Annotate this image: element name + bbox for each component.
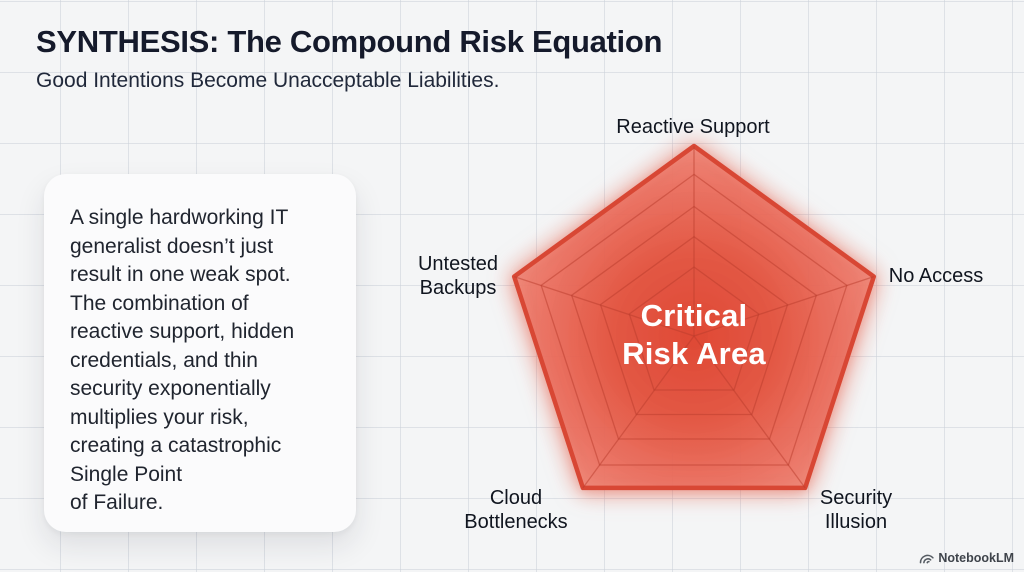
axis-label-no-access: No Access [888, 265, 984, 287]
radar-ring [599, 235, 789, 416]
radar-spoke [693, 335, 806, 489]
radar-ring [628, 266, 760, 391]
axis-label-untested-backups: Untested Backups [417, 253, 499, 299]
axis-label-cloud-bottlenecks: Cloud Bottlenecks [464, 487, 568, 533]
info-card: A single hardworking IT generalist doesn… [44, 174, 356, 532]
brand-label: NotebookLM [938, 551, 1014, 565]
brand-footer: NotebookLM [919, 551, 1014, 565]
radar-spoke [513, 275, 695, 337]
radar-spokes [513, 146, 875, 489]
axis-label-security-illusion: Security Illusion [819, 487, 893, 533]
radar-grid-rings [540, 173, 848, 466]
radar-ring [570, 205, 818, 440]
radar-spoke [693, 275, 875, 337]
radar-spoke [582, 335, 695, 489]
radar-center-label: Critical Risk Area [622, 298, 766, 372]
axis-label-reactive-support: Reactive Support [616, 116, 770, 138]
info-card-text: A single hardworking IT generalist doesn… [70, 206, 295, 515]
radar-ring [540, 173, 848, 466]
notebooklm-icon [920, 554, 934, 563]
page-subtitle: Good Intentions Become Unacceptable Liab… [36, 69, 500, 92]
page-title: SYNTHESIS: The Compound Risk Equation [36, 24, 663, 59]
